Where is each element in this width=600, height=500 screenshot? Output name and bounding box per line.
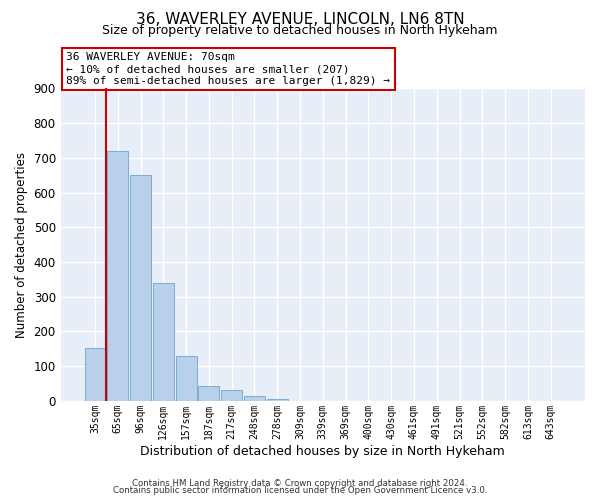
Bar [221, 390, 242, 401]
Bar [107, 151, 128, 401]
Bar [130, 176, 151, 401]
Text: 36 WAVERLEY AVENUE: 70sqm
← 10% of detached houses are smaller (207)
89% of semi: 36 WAVERLEY AVENUE: 70sqm ← 10% of detac… [66, 52, 390, 86]
X-axis label: Distribution of detached houses by size in North Hykeham: Distribution of detached houses by size … [140, 444, 505, 458]
Text: Contains HM Land Registry data © Crown copyright and database right 2024.: Contains HM Land Registry data © Crown c… [132, 478, 468, 488]
Text: 36, WAVERLEY AVENUE, LINCOLN, LN6 8TN: 36, WAVERLEY AVENUE, LINCOLN, LN6 8TN [136, 12, 464, 28]
Bar [85, 348, 106, 401]
Bar [199, 386, 220, 401]
Bar [244, 396, 265, 401]
Bar [153, 283, 174, 401]
Text: Size of property relative to detached houses in North Hykeham: Size of property relative to detached ho… [102, 24, 498, 37]
Y-axis label: Number of detached properties: Number of detached properties [15, 152, 28, 338]
Bar [267, 399, 288, 401]
Text: Contains public sector information licensed under the Open Government Licence v3: Contains public sector information licen… [113, 486, 487, 495]
Bar [176, 356, 197, 401]
